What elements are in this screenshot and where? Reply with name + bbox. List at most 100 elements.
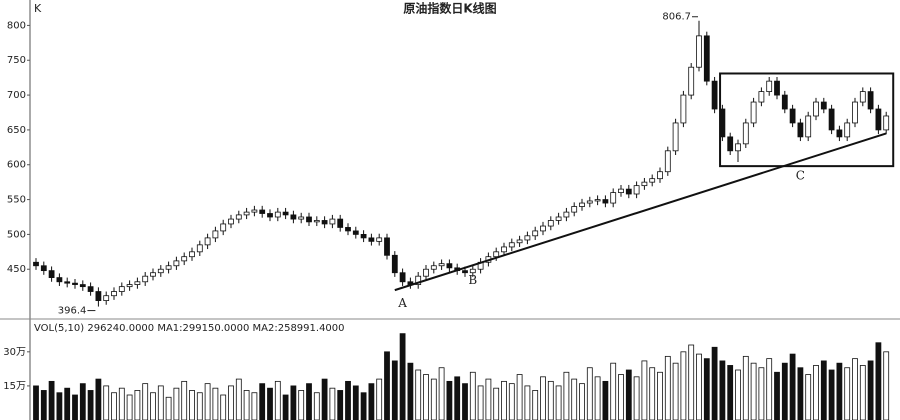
range-box — [719, 72, 895, 168]
volume-bar — [228, 385, 234, 420]
volume-bar — [313, 392, 320, 420]
volume-bar — [360, 392, 367, 420]
volume-bar — [142, 383, 149, 420]
volume-bar — [883, 351, 890, 420]
volume-tick-label: 15万 — [3, 381, 26, 392]
candle-body — [836, 129, 843, 138]
volume-bar — [758, 367, 765, 420]
volume-bar — [664, 355, 671, 420]
candle-body — [118, 286, 125, 292]
candle-body — [290, 214, 297, 220]
volume-bar — [150, 392, 156, 420]
candle-body — [579, 202, 585, 207]
candle-body — [196, 244, 203, 253]
annotation: A — [397, 296, 407, 310]
candle-body — [111, 291, 117, 297]
volume-bar — [111, 392, 117, 420]
volume-bar — [859, 365, 866, 420]
candle-body — [329, 218, 336, 225]
candle-body — [789, 108, 796, 124]
volume-bar — [48, 380, 55, 420]
volume-bar — [430, 378, 437, 420]
volume-bar — [867, 360, 874, 420]
volume-bar — [555, 385, 562, 420]
candle-body — [493, 251, 500, 258]
volume-bar — [532, 390, 539, 420]
candle-body — [368, 237, 375, 242]
volume-bar — [602, 380, 609, 420]
volume-bar — [820, 360, 827, 420]
volume-bar — [719, 360, 726, 420]
volume-bar — [204, 383, 211, 420]
candle-body — [688, 66, 695, 96]
volume-bar — [563, 371, 570, 420]
volume-bar — [446, 380, 453, 420]
volume-bar — [399, 333, 406, 420]
candle-body — [48, 270, 55, 278]
candle-body — [852, 101, 858, 124]
candle-body — [813, 101, 819, 117]
candle-body — [243, 211, 250, 216]
candle-body — [742, 122, 749, 145]
candle-body — [633, 185, 640, 195]
volume-bar — [251, 392, 258, 420]
volume-bar — [189, 390, 195, 420]
candle-body — [399, 272, 406, 283]
candle-body — [56, 277, 63, 283]
volume-bar — [641, 360, 648, 420]
candle-body — [758, 91, 765, 103]
volume-bar — [64, 387, 71, 420]
candle-body — [805, 115, 812, 138]
candle-body — [867, 91, 874, 110]
candle-body — [618, 188, 624, 194]
candle-body — [797, 122, 804, 138]
candle-body — [313, 220, 320, 223]
candle-body — [142, 275, 149, 283]
volume-bar — [454, 376, 461, 420]
candle-body — [672, 122, 679, 152]
volume-bar — [415, 369, 422, 420]
volume-bar — [212, 387, 219, 420]
y-tick-label: 500 — [7, 229, 26, 240]
candle-body — [657, 171, 663, 180]
volume-bar — [508, 383, 515, 420]
low-label: 396.4 — [58, 306, 87, 317]
volume-bar — [173, 387, 180, 420]
volume-bar — [329, 387, 336, 420]
candle-body — [321, 220, 328, 225]
volume-bar — [579, 383, 585, 420]
candle-body — [555, 216, 562, 221]
candle-body — [352, 230, 359, 235]
candle-body — [79, 284, 86, 288]
volume-bar — [134, 390, 141, 420]
candle-body — [703, 35, 710, 82]
volume-bar — [40, 390, 47, 420]
volume-bar — [875, 342, 882, 420]
volume-bar — [703, 358, 710, 420]
volume-bar — [610, 362, 617, 420]
unit-label: K — [34, 2, 42, 15]
candle-body — [165, 265, 172, 270]
candle-body — [360, 234, 367, 239]
candle-body — [649, 178, 656, 183]
volume-bar — [274, 380, 281, 420]
candle-body — [571, 206, 578, 213]
candle-body — [181, 256, 188, 262]
trendline — [394, 132, 887, 292]
candle-body — [189, 251, 195, 258]
candle-body — [251, 209, 258, 213]
candle-body — [540, 225, 546, 232]
volume-bar — [33, 385, 39, 420]
volume-bar — [306, 383, 312, 420]
candle-body — [220, 223, 227, 232]
candle-body — [87, 286, 94, 292]
volume-bar — [118, 387, 125, 420]
candle-body — [103, 295, 110, 301]
candle-body — [40, 265, 47, 272]
candle-body — [883, 115, 890, 131]
volume-bar — [501, 380, 507, 420]
volume-bar — [633, 376, 640, 420]
volume-bar — [680, 351, 687, 420]
volume-bar — [828, 369, 835, 420]
volume-tick-label: 30万 — [3, 347, 26, 358]
